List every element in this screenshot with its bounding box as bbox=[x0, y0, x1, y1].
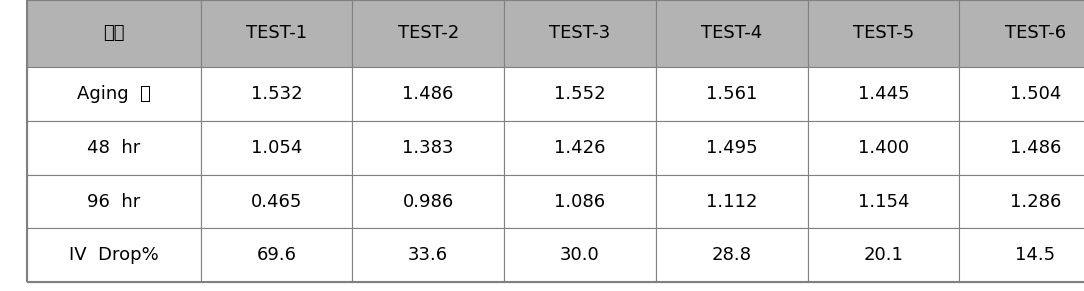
Text: 1.445: 1.445 bbox=[857, 85, 909, 103]
Bar bbox=[504, 175, 656, 228]
Bar bbox=[27, 0, 201, 67]
Bar bbox=[352, 0, 504, 67]
Text: 14.5: 14.5 bbox=[1015, 246, 1056, 264]
Bar bbox=[201, 175, 352, 228]
Text: 1.054: 1.054 bbox=[250, 139, 302, 157]
Bar bbox=[656, 175, 808, 228]
Text: 1.400: 1.400 bbox=[857, 139, 909, 157]
Text: 1.561: 1.561 bbox=[706, 85, 758, 103]
Text: 1.286: 1.286 bbox=[1009, 193, 1061, 210]
Text: 구분: 구분 bbox=[103, 24, 125, 42]
Bar bbox=[656, 67, 808, 121]
Bar bbox=[27, 228, 201, 282]
Text: 0.986: 0.986 bbox=[402, 193, 454, 210]
Text: 1.112: 1.112 bbox=[706, 193, 758, 210]
Bar bbox=[504, 121, 656, 175]
Bar bbox=[656, 121, 808, 175]
Bar bbox=[808, 175, 959, 228]
Text: 1.504: 1.504 bbox=[1009, 85, 1061, 103]
Text: TEST-3: TEST-3 bbox=[550, 24, 610, 42]
Bar bbox=[352, 175, 504, 228]
Text: TEST-6: TEST-6 bbox=[1005, 24, 1066, 42]
Bar bbox=[27, 67, 201, 121]
Bar bbox=[352, 121, 504, 175]
Bar bbox=[504, 0, 656, 67]
Text: TEST-2: TEST-2 bbox=[398, 24, 459, 42]
Bar bbox=[656, 0, 808, 67]
Bar bbox=[201, 121, 352, 175]
Text: 1.154: 1.154 bbox=[857, 193, 909, 210]
Bar bbox=[808, 0, 959, 67]
Bar bbox=[656, 228, 808, 282]
Bar bbox=[808, 121, 959, 175]
Bar bbox=[27, 121, 201, 175]
Text: 1.486: 1.486 bbox=[402, 85, 454, 103]
Text: 20.1: 20.1 bbox=[864, 246, 903, 264]
Bar bbox=[959, 228, 1084, 282]
Text: 48  hr: 48 hr bbox=[87, 139, 141, 157]
Text: 1.486: 1.486 bbox=[1009, 139, 1061, 157]
Text: Aging  前: Aging 前 bbox=[77, 85, 151, 103]
Text: TEST-1: TEST-1 bbox=[246, 24, 307, 42]
Text: 1.383: 1.383 bbox=[402, 139, 454, 157]
Bar bbox=[27, 175, 201, 228]
Bar bbox=[504, 228, 656, 282]
Text: 96  hr: 96 hr bbox=[87, 193, 141, 210]
Text: 30.0: 30.0 bbox=[560, 246, 599, 264]
Bar bbox=[201, 0, 352, 67]
Bar bbox=[352, 67, 504, 121]
Bar bbox=[959, 121, 1084, 175]
Text: 1.552: 1.552 bbox=[554, 85, 606, 103]
Text: 1.086: 1.086 bbox=[554, 193, 606, 210]
Text: 1.532: 1.532 bbox=[250, 85, 302, 103]
Bar bbox=[959, 175, 1084, 228]
Text: 33.6: 33.6 bbox=[408, 246, 449, 264]
Bar bbox=[808, 67, 959, 121]
Text: TEST-4: TEST-4 bbox=[701, 24, 762, 42]
Text: TEST-5: TEST-5 bbox=[853, 24, 914, 42]
Bar bbox=[201, 228, 352, 282]
Text: 1.426: 1.426 bbox=[554, 139, 606, 157]
Bar bbox=[352, 228, 504, 282]
Bar bbox=[959, 67, 1084, 121]
Text: 69.6: 69.6 bbox=[257, 246, 296, 264]
Text: 0.465: 0.465 bbox=[250, 193, 302, 210]
Bar bbox=[201, 67, 352, 121]
Text: 28.8: 28.8 bbox=[712, 246, 751, 264]
Bar bbox=[808, 228, 959, 282]
Bar bbox=[504, 67, 656, 121]
Text: 1.495: 1.495 bbox=[706, 139, 758, 157]
Bar bbox=[959, 0, 1084, 67]
Text: IV  Drop%: IV Drop% bbox=[69, 246, 158, 264]
